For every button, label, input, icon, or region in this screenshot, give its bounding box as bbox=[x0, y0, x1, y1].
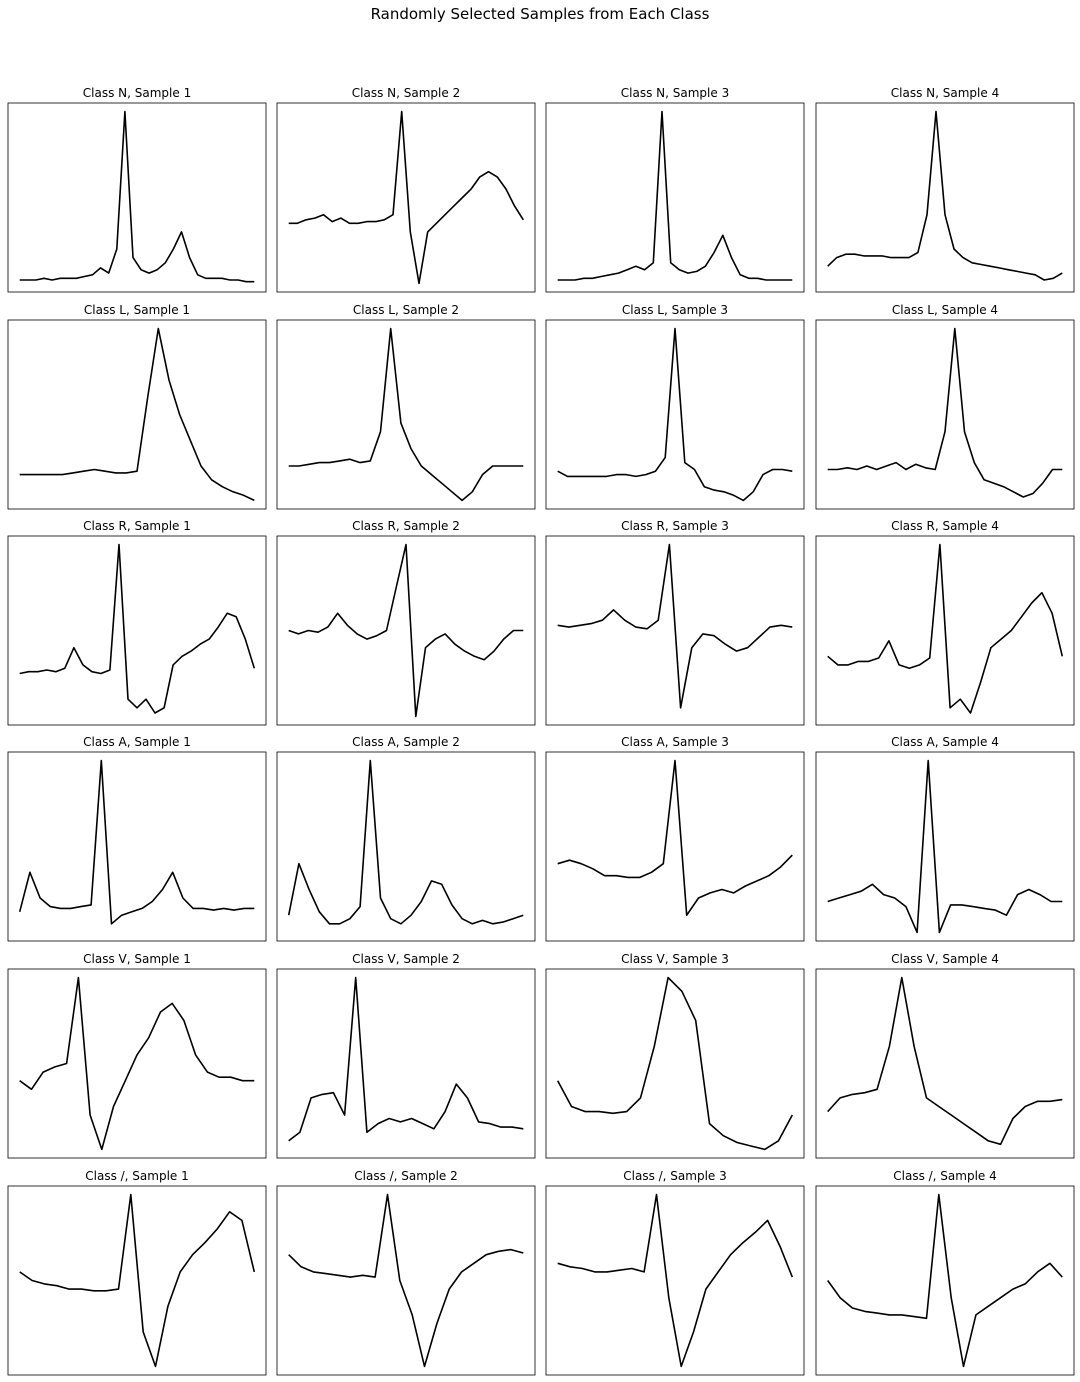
axes-frame bbox=[545, 535, 805, 726]
ecg-line bbox=[288, 110, 524, 285]
ecg-line bbox=[19, 976, 255, 1151]
subplot-title: Class N, Sample 3 bbox=[621, 86, 729, 100]
subplot-title: Class V, Sample 1 bbox=[83, 952, 191, 966]
ecg-line bbox=[827, 543, 1064, 714]
subplot-title: Class A, Sample 2 bbox=[352, 735, 460, 749]
ecg-line bbox=[557, 759, 793, 916]
ecg-line bbox=[287, 759, 524, 925]
axes-frame bbox=[7, 535, 267, 726]
axes-frame bbox=[815, 751, 1075, 942]
subplot-title: Class A, Sample 1 bbox=[83, 735, 191, 749]
ecg-line bbox=[827, 110, 1063, 281]
ecg-line bbox=[557, 543, 793, 709]
ecg-line bbox=[288, 976, 524, 1142]
axes-frame bbox=[815, 535, 1075, 726]
axes-frame bbox=[545, 751, 805, 942]
ecg-line bbox=[827, 976, 1063, 1146]
subplot-title: Class R, Sample 4 bbox=[891, 519, 999, 533]
axes-frame bbox=[7, 319, 267, 510]
axes-frame bbox=[7, 102, 267, 293]
subplot-title: Class V, Sample 3 bbox=[621, 952, 729, 966]
ecg-line bbox=[557, 1193, 794, 1368]
ecg-line bbox=[557, 327, 793, 502]
axes-frame bbox=[276, 968, 536, 1159]
ecg-line bbox=[556, 976, 794, 1151]
subplot-title: Class /, Sample 1 bbox=[85, 1169, 189, 1183]
subplot-title: Class N, Sample 1 bbox=[83, 86, 191, 100]
axes-frame bbox=[815, 968, 1075, 1159]
ecg-line bbox=[827, 1193, 1063, 1368]
axes-frame bbox=[7, 751, 267, 942]
ecg-line bbox=[557, 110, 793, 281]
axes-frame bbox=[815, 1185, 1075, 1376]
axes-frame bbox=[276, 319, 536, 510]
subplot-title: Class N, Sample 4 bbox=[891, 86, 999, 100]
subplot-title: Class A, Sample 4 bbox=[891, 735, 999, 749]
subplot-title: Class L, Sample 1 bbox=[84, 303, 190, 317]
ecg-line bbox=[827, 759, 1063, 934]
subplot-title: Class A, Sample 3 bbox=[621, 735, 729, 749]
axes-frame bbox=[545, 102, 805, 293]
axes-frame bbox=[815, 319, 1075, 510]
axes-frame bbox=[7, 968, 267, 1159]
ecg-line bbox=[19, 327, 255, 502]
ecg-line bbox=[827, 327, 1063, 498]
subplot-title: Class R, Sample 2 bbox=[352, 519, 460, 533]
axes-frame bbox=[276, 102, 536, 293]
axes-frame bbox=[276, 751, 536, 942]
subplot-title: Class V, Sample 4 bbox=[891, 952, 999, 966]
ecg-line bbox=[18, 759, 255, 925]
axes-frame bbox=[276, 535, 536, 726]
figure-title: Randomly Selected Samples from Each Clas… bbox=[371, 5, 710, 23]
ecg-line bbox=[288, 327, 524, 502]
axes-frame bbox=[545, 968, 805, 1159]
axes-frame bbox=[815, 102, 1075, 293]
subplot-title: Class /, Sample 4 bbox=[893, 1169, 997, 1183]
axes-frame bbox=[545, 1185, 805, 1376]
ecg-line bbox=[288, 543, 524, 718]
subplot-title: Class /, Sample 3 bbox=[623, 1169, 727, 1183]
subplot-title: Class /, Sample 2 bbox=[354, 1169, 458, 1183]
subplot-title: Class L, Sample 2 bbox=[353, 303, 459, 317]
subplot-title: Class V, Sample 2 bbox=[352, 952, 460, 966]
axes-frame bbox=[276, 1185, 536, 1376]
subplot-title: Class R, Sample 1 bbox=[83, 519, 191, 533]
ecg-line bbox=[19, 110, 255, 283]
axes-frame bbox=[7, 1185, 267, 1376]
subplot-title: Class L, Sample 3 bbox=[622, 303, 728, 317]
subplot-title: Class L, Sample 4 bbox=[892, 303, 998, 317]
subplot-title: Class N, Sample 2 bbox=[352, 86, 460, 100]
subplot-title: Class R, Sample 3 bbox=[621, 519, 729, 533]
ecg-line bbox=[19, 1193, 256, 1368]
axes-frame bbox=[545, 319, 805, 510]
ecg-line bbox=[19, 543, 256, 714]
ecg-line bbox=[288, 1193, 524, 1368]
